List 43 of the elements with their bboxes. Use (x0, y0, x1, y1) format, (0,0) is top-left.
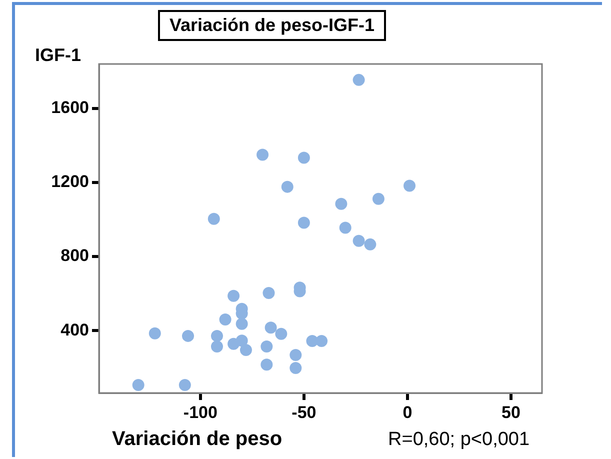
point (132, 379, 144, 392)
point (290, 349, 302, 362)
x-tick-label: 50 (501, 402, 520, 422)
point (316, 334, 328, 347)
point (298, 216, 310, 229)
y-tick-label: 1600 (51, 98, 89, 117)
point (256, 148, 269, 161)
y-axis-title: IGF-1 (35, 45, 82, 66)
point (208, 212, 220, 225)
point (290, 362, 302, 374)
point (298, 152, 310, 164)
point (182, 330, 194, 342)
point (364, 238, 376, 250)
x-tick-label: 0 (402, 402, 412, 422)
y-tick-label: 400 (60, 320, 89, 340)
point (148, 327, 161, 340)
point (236, 334, 248, 347)
point (178, 379, 191, 392)
point (352, 74, 365, 86)
point (210, 340, 223, 353)
y-tick-label: 1200 (51, 172, 89, 192)
point (335, 198, 348, 210)
x-tick-label: -50 (292, 402, 316, 422)
x-tick-label: -100 (183, 402, 218, 422)
text: R=0,60; p<0,001 (388, 429, 530, 451)
point (281, 180, 294, 193)
point (240, 344, 252, 356)
point (372, 192, 384, 205)
x-axis-title: Variación de peso (112, 428, 282, 451)
y-tick-label: 800 (60, 246, 89, 266)
point (404, 180, 416, 192)
point (236, 318, 248, 330)
chart-title: Variación de peso-IGF-1 (158, 10, 386, 41)
point (260, 358, 273, 371)
point (262, 286, 275, 299)
point (352, 234, 365, 247)
point (275, 328, 288, 340)
point (228, 290, 240, 302)
point (210, 330, 223, 342)
point (219, 313, 232, 326)
point (264, 322, 277, 334)
point (339, 222, 352, 234)
point (260, 340, 273, 353)
